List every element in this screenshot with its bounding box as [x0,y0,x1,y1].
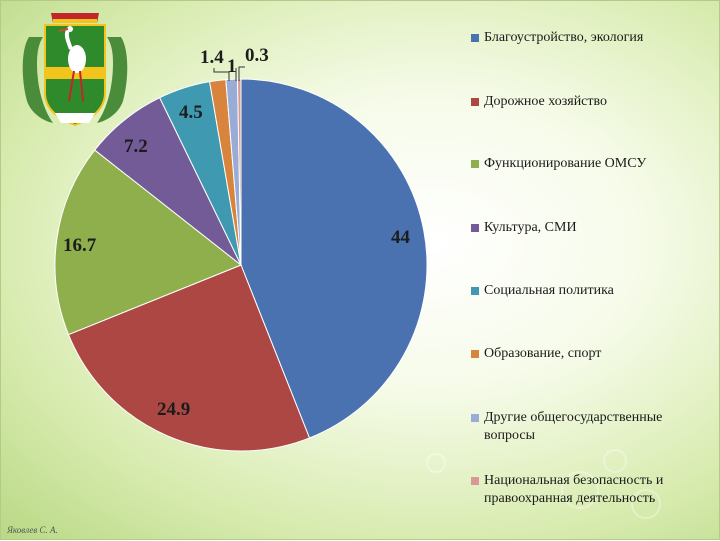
decor-circle [631,489,661,519]
legend-item: Другие общегосударственные вопросы [471,409,711,445]
legend-swatch [471,160,479,168]
legend-item: Культура, СМИ [471,219,711,237]
legend-label: Социальная политика [484,282,614,300]
legend-label-line: Культура, СМИ [484,220,577,235]
legend-item: Благоустройство, экология [471,29,711,47]
legend-label-line: Другие общегосударственные [484,410,663,425]
legend-label: Культура, СМИ [484,219,577,237]
decor-circle [561,471,599,509]
coat-of-arms-crane-icon [22,13,128,127]
legend-label-line: Социальная политика [484,283,614,298]
data-label: 4.5 [179,102,203,123]
legend-item: Образование, спорт [471,345,711,363]
decor-circle [603,449,627,473]
legend-label-line: Дорожное хозяйство [484,94,608,109]
legend-item: Социальная политика [471,282,711,300]
legend-swatch [471,224,479,232]
data-label: 16.7 [63,235,97,256]
legend-label-line: Благоустройство, экология [484,30,644,45]
legend-label: Функционирование ОМСУ [484,155,646,173]
data-label: 1 [227,56,237,77]
data-label: 0.3 [245,45,269,66]
data-label: 1.4 [200,47,224,68]
legend-swatch [471,477,479,485]
legend-label: Национальная безопасность и правоохранная… [484,472,663,508]
legend-item: Дорожное хозяйство [471,93,711,111]
decor-circle [426,453,446,473]
legend-label-line: Образование, спорт [484,346,602,361]
legend-item: Национальная безопасность и правоохранная… [471,472,711,508]
legend-swatch [471,34,479,42]
legend-label-line: правоохранная деятельность [484,491,656,506]
legend-swatch [471,350,479,358]
data-label: 44 [391,227,410,248]
legend-label-line: вопросы [484,428,535,443]
legend-swatch [471,287,479,295]
legend-item: Функционирование ОМСУ [471,155,711,173]
legend-label: Дорожное хозяйство [484,93,607,111]
pie-slice [67,264,311,452]
data-label: 24.9 [157,399,191,420]
legend-label: Другие общегосударственные вопросы [484,409,662,445]
legend-label-line: Национальная безопасность и [484,473,664,488]
legend-swatch [471,98,479,106]
leader-line [213,68,230,81]
leader-line [238,66,245,81]
pie-slice [54,149,242,336]
legend-label-line: Функционирование ОМСУ [484,156,647,171]
legend-label: Благоустройство, экология [484,29,643,47]
pie-slice [240,78,428,439]
data-label: 7.2 [124,136,148,157]
author-signature: Яковлев С. А. [7,525,58,535]
legend-swatch [471,414,479,422]
legend-label: Образование, спорт [484,345,601,363]
